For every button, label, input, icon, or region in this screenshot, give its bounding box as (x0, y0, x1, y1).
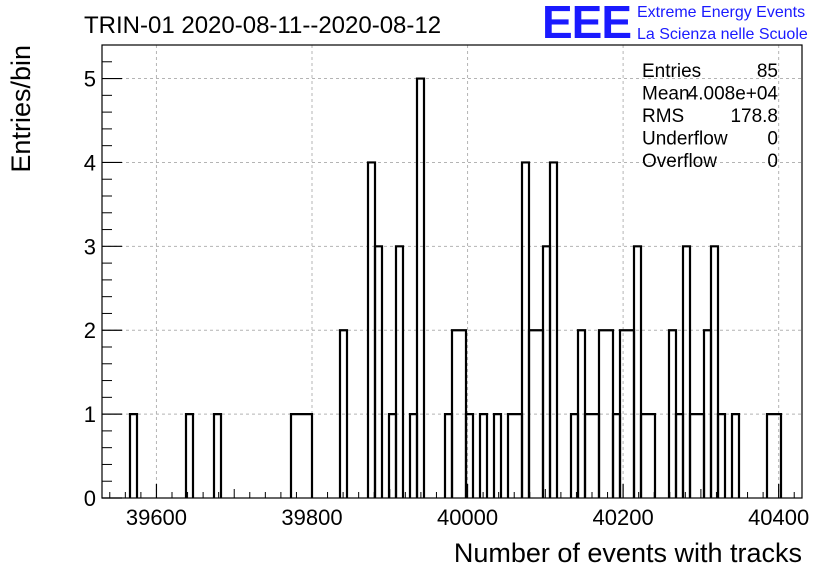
stats-label: Entries (642, 61, 701, 82)
histogram-bin (681, 245, 692, 498)
logo-mark: EEE (542, 0, 631, 48)
x-tick-label: 39800 (281, 505, 342, 530)
y-tick-label: 3 (84, 234, 96, 259)
histogram-bin (128, 413, 139, 498)
histogram-bin (492, 413, 503, 498)
histogram-bin (289, 413, 314, 498)
stats-value: 0 (767, 151, 778, 172)
x-tick-label: 39600 (126, 505, 187, 530)
x-tick-label: 40000 (437, 505, 498, 530)
histogram-bin (716, 413, 727, 498)
y-tick-label: 0 (84, 486, 96, 511)
x-tick-label: 40400 (748, 505, 809, 530)
histogram-bin (583, 413, 601, 498)
stats-value: 85 (757, 61, 778, 82)
histogram-bin (464, 413, 475, 498)
y-tick-label: 4 (84, 150, 96, 175)
histogram-bin (730, 413, 741, 498)
histogram-bin (478, 413, 489, 498)
stats-value: 0 (767, 129, 778, 150)
stats-label: Underflow (642, 129, 728, 150)
histogram-bin (338, 329, 349, 498)
axis-ticks (102, 61, 795, 499)
grid-lines (102, 45, 802, 498)
histogram-bars (128, 77, 783, 498)
histogram-bin (184, 413, 195, 498)
y-tick-label: 1 (84, 402, 96, 427)
histogram-bin (688, 413, 706, 498)
y-tick-label: 5 (84, 67, 96, 92)
stats-value: 178.8 (730, 106, 778, 127)
histogram-bin (506, 413, 524, 498)
x-axis-title: Number of events with tracks (454, 538, 802, 568)
logo-line-2: La Scienza nelle Scuole (637, 26, 808, 43)
histogram-bin (639, 413, 657, 498)
histogram-bin (548, 161, 559, 498)
y-axis-title: Entries/bin (6, 45, 36, 173)
histogram-bin (765, 413, 783, 498)
histogram-bin (709, 245, 720, 498)
x-tick-label: 40200 (593, 505, 654, 530)
histogram-bin (212, 413, 223, 498)
histogram-bin (394, 245, 405, 498)
histogram-bin (632, 245, 643, 498)
y-tick-label: 2 (84, 318, 96, 343)
stats-label: Mean (642, 84, 690, 105)
stats-label: Overflow (642, 151, 717, 172)
eee-logo: EEE Extreme Energy Events La Scienza nel… (542, 0, 808, 48)
histogram-bin (373, 245, 384, 498)
logo-line-1: Extreme Energy Events (637, 4, 805, 21)
tick-labels: 39600 39800 40000 40200 40400 0 1 2 3 4 5 (84, 67, 810, 530)
stats-value: 4.008e+04 (688, 84, 779, 105)
histogram-bin (415, 77, 426, 498)
chart-title: TRIN-01 2020-08-11--2020-08-12 (84, 12, 441, 39)
stats-label: RMS (642, 106, 684, 127)
